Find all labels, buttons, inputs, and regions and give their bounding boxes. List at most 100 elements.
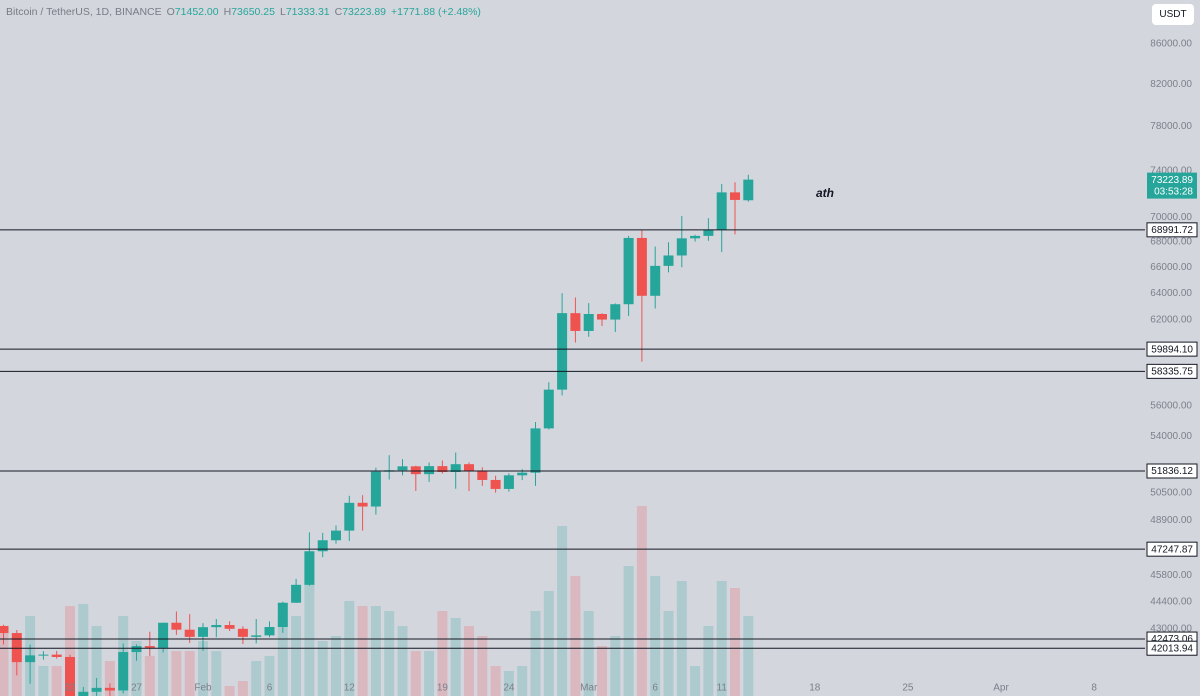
volume-bar	[557, 526, 568, 696]
level-label: 59894.10	[1151, 344, 1193, 355]
ohlc-key: L	[279, 6, 286, 18]
candle-body	[623, 237, 634, 305]
volume-bar	[464, 626, 474, 696]
volume-bar	[251, 661, 262, 696]
volume-bar	[224, 686, 235, 696]
candle-body	[237, 628, 248, 637]
x-tick-label: 24	[503, 683, 515, 694]
y-tick-label: 64000.00	[1150, 288, 1192, 299]
volume-bar	[104, 661, 115, 696]
y-tick-label: 70000.00	[1150, 212, 1192, 223]
volume-bar	[317, 641, 328, 696]
candle-body	[0, 625, 9, 634]
candle-body	[424, 466, 435, 475]
candle-body	[464, 464, 474, 471]
volume-bar	[277, 621, 288, 696]
level-label-box	[1146, 341, 1198, 357]
volume-bar	[384, 611, 395, 696]
y-tick-label: 74000.00	[1150, 165, 1192, 176]
x-tick-label: 25	[902, 683, 914, 694]
y-tick-label: 68000.00	[1150, 237, 1192, 248]
volume-bar	[158, 636, 169, 696]
level-label: 42013.94	[1151, 643, 1193, 654]
candle-body	[477, 470, 488, 480]
candle-body	[198, 627, 208, 637]
volume-bar	[51, 666, 62, 696]
volume-bar	[424, 651, 435, 696]
y-tick-label: 86000.00	[1150, 39, 1192, 50]
volume-bar	[663, 611, 674, 696]
volume-bar	[530, 611, 541, 696]
candle-body	[650, 265, 661, 296]
volume-bar	[623, 566, 634, 696]
y-tick-label: 78000.00	[1150, 121, 1192, 132]
candle-body	[131, 646, 142, 653]
candle-body	[211, 625, 222, 628]
volume-bar	[331, 636, 341, 696]
volume-bar	[65, 606, 75, 696]
candle-body	[264, 626, 275, 636]
y-tick-label: 54000.00	[1150, 431, 1192, 442]
ohlc-value: 73650.25	[231, 6, 275, 18]
volume-bar	[144, 656, 155, 696]
x-tick-label: 11	[717, 683, 728, 694]
volume-bar	[397, 626, 408, 696]
volume-bar	[610, 636, 621, 696]
volume-bar	[450, 618, 461, 696]
ohlc-key: O	[166, 6, 175, 18]
candle-body	[304, 551, 315, 585]
y-tick-label: 45800.00	[1150, 570, 1192, 581]
y-tick-label: 82000.00	[1150, 79, 1192, 90]
candle-body	[583, 314, 594, 331]
x-tick-label: 6	[267, 683, 273, 694]
candle-body	[251, 635, 262, 637]
candle-body	[730, 192, 740, 200]
candle-body	[65, 656, 75, 696]
y-tick-label: 66000.00	[1150, 262, 1192, 273]
candle-body	[317, 540, 328, 552]
volume-bar	[91, 626, 102, 696]
y-tick-label: 43000.00	[1150, 623, 1192, 634]
volume-bar	[237, 681, 248, 696]
symbol: Bitcoin / TetherUS, 1D, BINANCE	[6, 6, 162, 18]
candle-body	[410, 466, 421, 475]
volume-bar	[38, 666, 49, 696]
level-label-box	[1146, 541, 1198, 557]
x-tick-label: Mar	[580, 683, 598, 694]
currency-button[interactable]: USDT	[1152, 4, 1194, 25]
ohlc-value: 73223.89	[342, 6, 387, 18]
x-tick-label: 27	[131, 683, 143, 694]
candle-body	[25, 655, 36, 663]
countdown-label: 03:53:28	[1154, 186, 1193, 197]
volume-bar	[636, 506, 647, 696]
volume-bar	[410, 651, 421, 696]
volume-bar	[570, 576, 581, 696]
volume-bar	[184, 651, 195, 696]
candle-body	[144, 646, 155, 648]
change: +1771.88 (+2.48%)	[391, 6, 481, 18]
volume-bar	[597, 646, 607, 696]
candle-body	[78, 691, 89, 696]
volume-bar	[78, 604, 89, 696]
volume-bar	[264, 656, 275, 696]
level-label-box	[1146, 463, 1198, 479]
level-label: 68991.72	[1151, 225, 1193, 236]
header: Bitcoin / TetherUS, 1D, BINANCE O71452.00…	[6, 6, 481, 18]
candle-body	[397, 466, 408, 471]
level-label-box	[1146, 222, 1198, 238]
x-tick-label: Apr	[993, 683, 1009, 694]
x-tick-label: 22	[64, 683, 76, 694]
volume-bar	[171, 651, 182, 696]
candle-body	[118, 652, 129, 691]
candle-body	[703, 229, 714, 236]
candle-body	[743, 179, 754, 201]
ohlc-key: H	[223, 6, 232, 18]
volume-bar	[716, 581, 727, 696]
volume-bar	[0, 631, 9, 696]
candle-body	[91, 687, 102, 692]
volume-bar	[490, 666, 501, 696]
candle-body	[11, 633, 22, 663]
volume-bar	[650, 576, 661, 696]
candle-body	[597, 314, 607, 320]
